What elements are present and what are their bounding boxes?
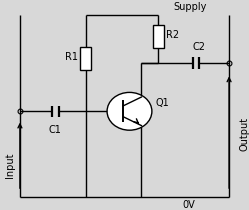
Text: Supply: Supply [173,2,206,12]
Text: C2: C2 [192,42,205,52]
Bar [153,25,164,48]
Bar [80,47,91,70]
Text: R2: R2 [166,30,179,40]
Text: Input: Input [5,152,15,178]
Text: Output: Output [239,117,249,151]
Text: C1: C1 [49,125,62,135]
Text: 0V: 0V [183,200,196,210]
Text: R1: R1 [65,52,78,62]
Text: Q1: Q1 [156,98,169,108]
Circle shape [107,92,152,130]
